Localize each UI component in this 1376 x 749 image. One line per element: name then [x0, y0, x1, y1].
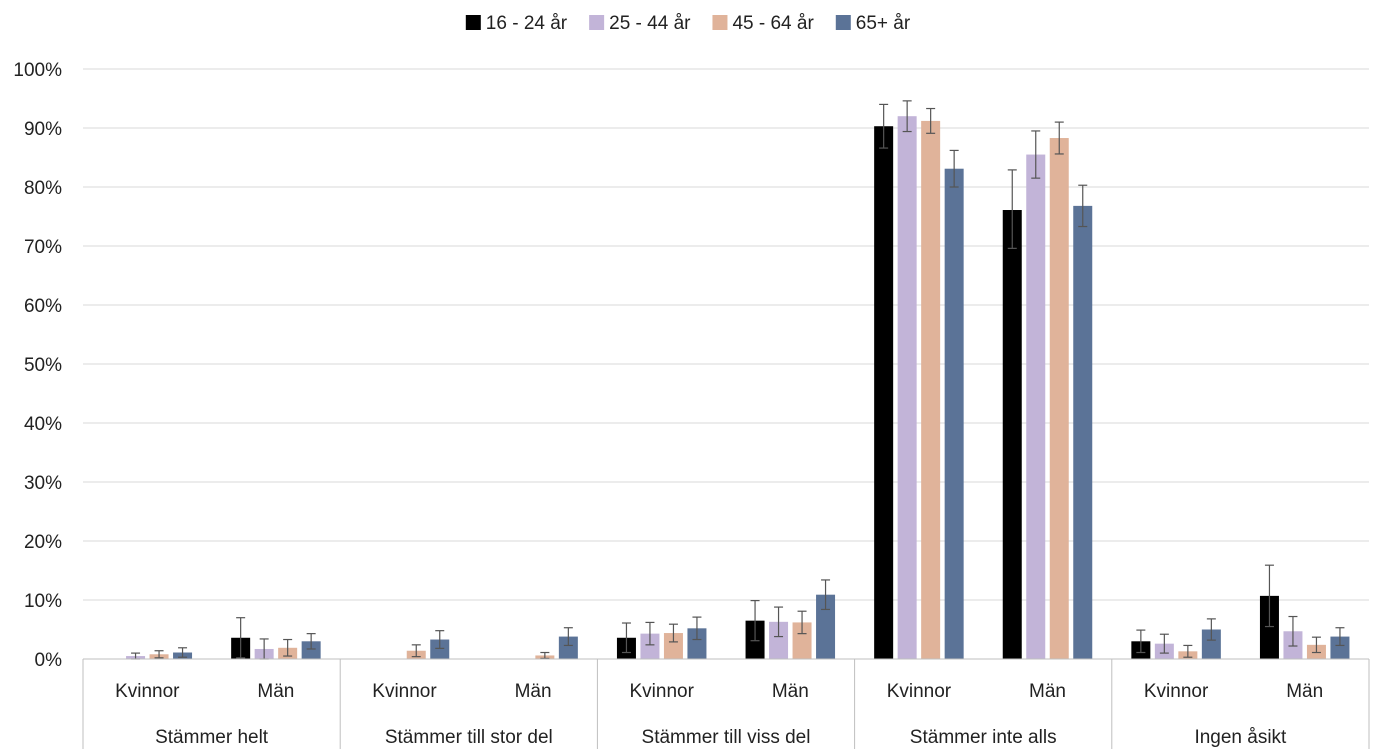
error-bar: [949, 149, 959, 188]
subcategory-label: Kvinnor: [887, 681, 952, 702]
bar: [769, 621, 789, 659]
group-label: Stämmer till viss del: [642, 727, 811, 748]
bar: [1330, 636, 1350, 659]
y-tick-label: 80%: [24, 178, 62, 199]
group-label: Stämmer till stor del: [385, 727, 553, 748]
bar: [1049, 138, 1069, 659]
subcategory-label: Män: [257, 681, 294, 702]
error-bar: [306, 633, 316, 650]
error-bar: [797, 610, 807, 635]
y-axis-ticks: 0% 10% 20% 30% 40% 50% 60% 70% 80% 90% 100%: [13, 60, 62, 671]
bar: [1026, 154, 1046, 660]
error-bar: [750, 599, 760, 642]
error-bar: [1007, 169, 1017, 249]
legend-swatch: [712, 15, 728, 30]
error-bar: [1031, 130, 1041, 179]
error-bar: [1054, 121, 1064, 155]
error-bar: [1264, 564, 1274, 628]
error-bar: [540, 651, 550, 660]
error-bar: [178, 647, 188, 658]
legend-label: 65+ år: [856, 13, 911, 34]
legend-item: 16 - 24 år: [465, 13, 568, 34]
y-tick-label: 60%: [24, 296, 62, 317]
y-tick-label: 40%: [24, 414, 62, 435]
bar: [301, 641, 321, 659]
legend: 16 - 24 år 25 - 44 år 45 - 64 år 65+ år: [465, 13, 911, 34]
bar: [816, 594, 836, 659]
error-bar: [1183, 644, 1193, 658]
bar: [558, 636, 578, 659]
y-tick-label: 100%: [13, 60, 62, 81]
y-tick-label: 90%: [24, 119, 62, 140]
bar: [1073, 205, 1093, 659]
legend-item: 25 - 44 år: [589, 13, 691, 34]
error-bar: [645, 621, 655, 646]
error-bar: [283, 638, 293, 657]
legend-label: 16 - 24 år: [486, 13, 568, 34]
error-bar: [1335, 627, 1345, 647]
bar: [897, 116, 917, 659]
bar: [1201, 629, 1221, 659]
error-bar: [435, 630, 445, 649]
bar: [663, 633, 683, 659]
bars: [126, 116, 1350, 660]
subcategory-label: Kvinnor: [372, 681, 437, 702]
subcategory-label: Män: [772, 681, 809, 702]
y-tick-label: 50%: [24, 355, 62, 376]
error-bar: [926, 107, 936, 134]
legend-swatch: [589, 15, 605, 30]
error-bar: [236, 617, 246, 659]
legend-label: 45 - 64 år: [732, 13, 814, 34]
y-tick-label: 70%: [24, 237, 62, 258]
legend-label: 25 - 44 år: [609, 13, 691, 34]
y-tick-label: 20%: [24, 532, 62, 553]
group-label: Stämmer inte alls: [910, 727, 1057, 748]
error-bar: [1206, 618, 1216, 641]
bar: [1002, 210, 1022, 659]
bar: [1259, 595, 1279, 659]
bar: [874, 126, 894, 660]
bar: [687, 628, 707, 659]
error-bar: [1288, 615, 1298, 647]
error-bar: [1078, 184, 1088, 228]
y-tick-label: 10%: [24, 591, 62, 612]
error-bar: [1311, 636, 1321, 654]
subcategory-label: Män: [515, 681, 552, 702]
bar: [921, 120, 941, 660]
subcategory-label: Kvinnor: [629, 681, 694, 702]
error-bar: [1159, 633, 1169, 654]
error-bar: [154, 650, 164, 659]
subcategory-label: Män: [1286, 681, 1323, 702]
error-bar: [563, 627, 573, 647]
error-bar: [411, 644, 421, 658]
group-label: Stämmer helt: [155, 727, 269, 748]
error-bar: [774, 606, 784, 638]
error-bar: [821, 579, 831, 611]
error-bars: [131, 100, 1345, 660]
error-bar: [879, 103, 889, 149]
bar: [430, 639, 450, 659]
error-bar: [1136, 629, 1146, 654]
subcategory-label: Kvinnor: [1144, 681, 1209, 702]
legend-swatch: [835, 15, 851, 30]
subcategory-label: Kvinnor: [115, 681, 180, 702]
y-tick-label: 30%: [24, 473, 62, 494]
error-bar: [668, 623, 678, 643]
x-axis: Kvinnor Män Stämmer helt Kvinnor Män Stämmer …: [82, 658, 1370, 749]
gridlines: [83, 68, 1369, 660]
bar: [944, 168, 964, 659]
subcategory-label: Män: [1029, 681, 1066, 702]
legend-item: 45 - 64 år: [712, 13, 814, 34]
bar: [640, 633, 660, 659]
error-bar: [692, 616, 702, 641]
legend-swatch: [465, 15, 481, 30]
y-tick-label: 0%: [35, 650, 63, 671]
error-bar: [621, 622, 631, 654]
error-bar: [902, 100, 912, 133]
bar: [792, 622, 812, 659]
legend-item: 65+ år: [835, 13, 911, 34]
group-label: Ingen åsikt: [1194, 727, 1287, 748]
